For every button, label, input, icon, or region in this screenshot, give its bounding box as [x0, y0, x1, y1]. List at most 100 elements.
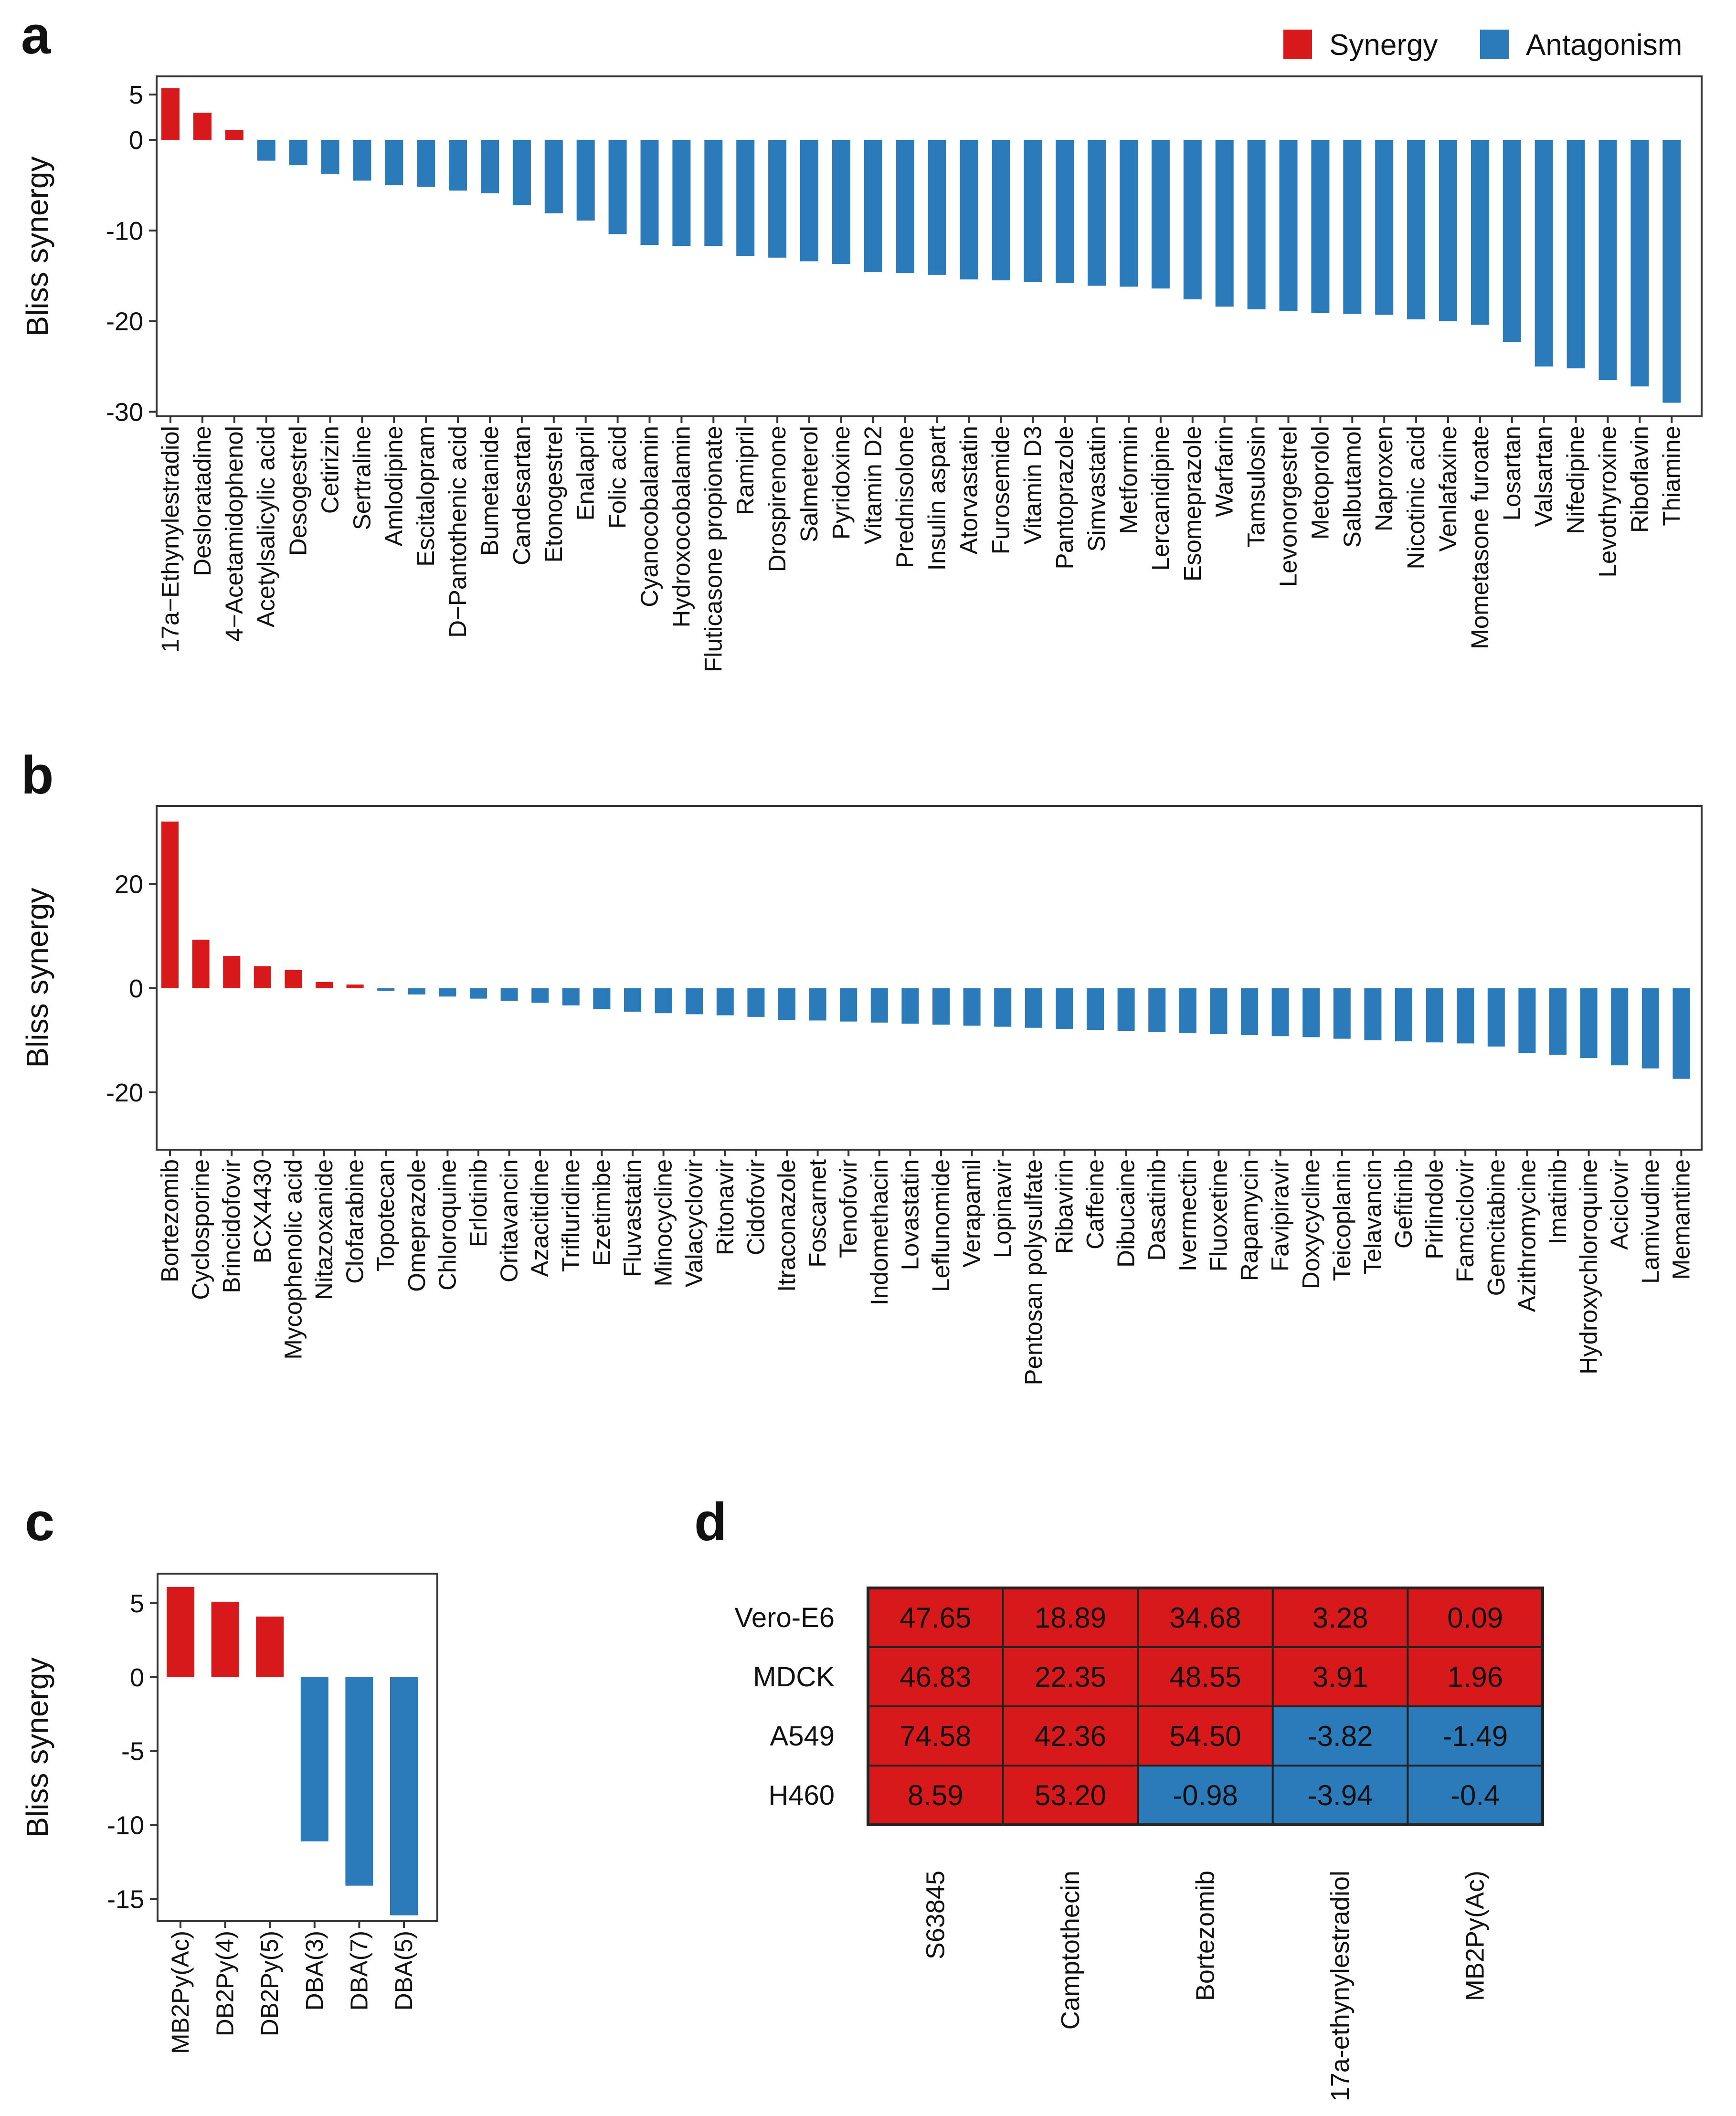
heatmap-frame — [867, 1587, 1544, 1826]
x-category-label: Naproxen — [1370, 426, 1397, 531]
legend-label-synergy: Synergy — [1329, 29, 1438, 62]
heatmap-cell — [1407, 1705, 1544, 1767]
heatmap-cell-value: -1.49 — [1442, 1720, 1508, 1752]
bar — [716, 988, 734, 1016]
x-category-label: Nitazoxanide — [310, 1159, 338, 1300]
bar — [1471, 139, 1489, 325]
bar — [1271, 988, 1289, 1037]
x-category-label: Teicoplanin — [1328, 1159, 1355, 1281]
bar — [192, 940, 210, 988]
x-category-label: DBA(7) — [345, 1931, 372, 2010]
x-category-label: Leflunomide — [927, 1159, 954, 1292]
x-category-label: Metformin — [1115, 426, 1142, 534]
bar — [736, 139, 755, 256]
bar — [544, 139, 563, 213]
plot-frame — [157, 1573, 438, 1922]
x-category-label: Favipiravir — [1267, 1159, 1294, 1271]
x-category-label: Dasatinib — [1143, 1159, 1170, 1261]
x-category-label: Oritavancin — [496, 1159, 523, 1282]
x-category-label: Mycophenolic acid — [279, 1159, 307, 1360]
bar — [161, 88, 180, 140]
x-category-label: Cidofovir — [742, 1159, 769, 1255]
bar — [500, 988, 518, 1001]
heatmap-cell-value: 0.09 — [1447, 1602, 1503, 1634]
heatmap-cell-value: 46.83 — [900, 1661, 971, 1693]
y-tick-label: 5 — [130, 1589, 144, 1618]
bar — [1056, 988, 1073, 1029]
x-category-label: Drospirenone — [763, 426, 791, 572]
bar — [193, 112, 212, 140]
x-category-label: DBA(5) — [390, 1931, 417, 2010]
bar — [439, 988, 456, 997]
x-category-label: Tenofovir — [835, 1159, 862, 1258]
bar — [562, 988, 580, 1005]
x-category-label: Pirlindole — [1421, 1159, 1448, 1259]
plot-frame — [156, 75, 1703, 417]
x-category-label: Enalapril — [572, 426, 599, 520]
x-category-label: Lamivudine — [1637, 1159, 1664, 1284]
bar — [1518, 988, 1536, 1053]
x-category-label: Bortezomib — [156, 1159, 183, 1282]
x-category-label: Cyclosporine — [187, 1159, 214, 1300]
x-category-label: Sertraline — [348, 426, 375, 530]
x-category-label: Atorvastatin — [955, 426, 983, 554]
y-tick-label: 5 — [129, 81, 143, 109]
bar — [932, 988, 950, 1025]
x-category-label: Foscarnet — [804, 1159, 831, 1268]
bar — [800, 139, 818, 262]
bar — [1375, 139, 1394, 315]
bar — [257, 139, 275, 161]
y-tick-label: -10 — [107, 1811, 144, 1840]
x-category-label: Vitamin D3 — [1019, 426, 1046, 545]
x-category-label: Famciclovir — [1451, 1159, 1479, 1282]
x-category-label: Hydroxocobalamin — [667, 426, 695, 627]
bar — [1210, 988, 1228, 1034]
x-category-label: 4−Acetamidophenol — [221, 426, 248, 642]
x-category-label: Folic acid — [604, 426, 631, 529]
x-category-label: Riboflavin — [1626, 426, 1653, 533]
heatmap-column-label: 17a-ethynylestradiol — [1326, 1871, 1355, 2101]
x-category-label: Cyanocobalamin — [636, 426, 663, 607]
y-tick-label: -10 — [106, 217, 143, 245]
bar — [1120, 139, 1138, 287]
panel-label-d: d — [694, 1492, 727, 1552]
x-category-label: Telavancin — [1359, 1159, 1386, 1274]
bar — [994, 988, 1012, 1027]
x-category-label: Mometasone furoate — [1466, 426, 1493, 649]
x-category-label: Erlotinib — [465, 1159, 492, 1247]
bar — [1311, 139, 1330, 313]
x-category-label: Doxycycline — [1297, 1159, 1324, 1289]
x-category-label: Lercanidipine — [1147, 426, 1174, 571]
x-category-label: Brincidofovir — [218, 1159, 245, 1293]
bar — [1117, 988, 1135, 1031]
heatmap-cell-value: 3.28 — [1313, 1602, 1368, 1634]
y-tick-label: 0 — [130, 1663, 144, 1692]
heatmap-cell — [1002, 1765, 1139, 1826]
heatmap-cell-value: 22.35 — [1035, 1661, 1106, 1693]
heatmap-cell-value: 54.50 — [1169, 1720, 1241, 1752]
x-category-label: Clofarabine — [341, 1159, 369, 1284]
bar — [809, 988, 826, 1021]
bar — [1179, 988, 1196, 1033]
heatmap-cell-value: 53.20 — [1035, 1779, 1106, 1811]
bar — [256, 1616, 284, 1677]
bar — [840, 988, 857, 1022]
x-category-label: Ivermectin — [1174, 1159, 1201, 1271]
heatmap-cell — [867, 1646, 1004, 1707]
legend-swatch-synergy — [1283, 30, 1312, 59]
bar — [1088, 139, 1106, 286]
bar-chart-panel-b: 20 0 -20 Bliss synergy Bortezomib Cyclosporin… — [20, 805, 1703, 1386]
x-category-label: DB2Py(4) — [212, 1931, 239, 2036]
bar — [300, 1677, 328, 1841]
bar — [1025, 988, 1042, 1028]
bar — [1567, 139, 1585, 369]
plot-frame — [156, 805, 1703, 1151]
x-category-label: DBA(3) — [301, 1931, 328, 2010]
y-tick-label: 0 — [129, 974, 143, 1003]
bar — [449, 139, 467, 191]
x-category-label: Hydroxychloroquine — [1575, 1159, 1602, 1375]
y-tick-label: -20 — [106, 307, 143, 336]
bar — [1279, 139, 1298, 311]
x-category-label: BCX4430 — [249, 1159, 276, 1263]
legend-label-antagonism: Antagonism — [1526, 29, 1682, 62]
